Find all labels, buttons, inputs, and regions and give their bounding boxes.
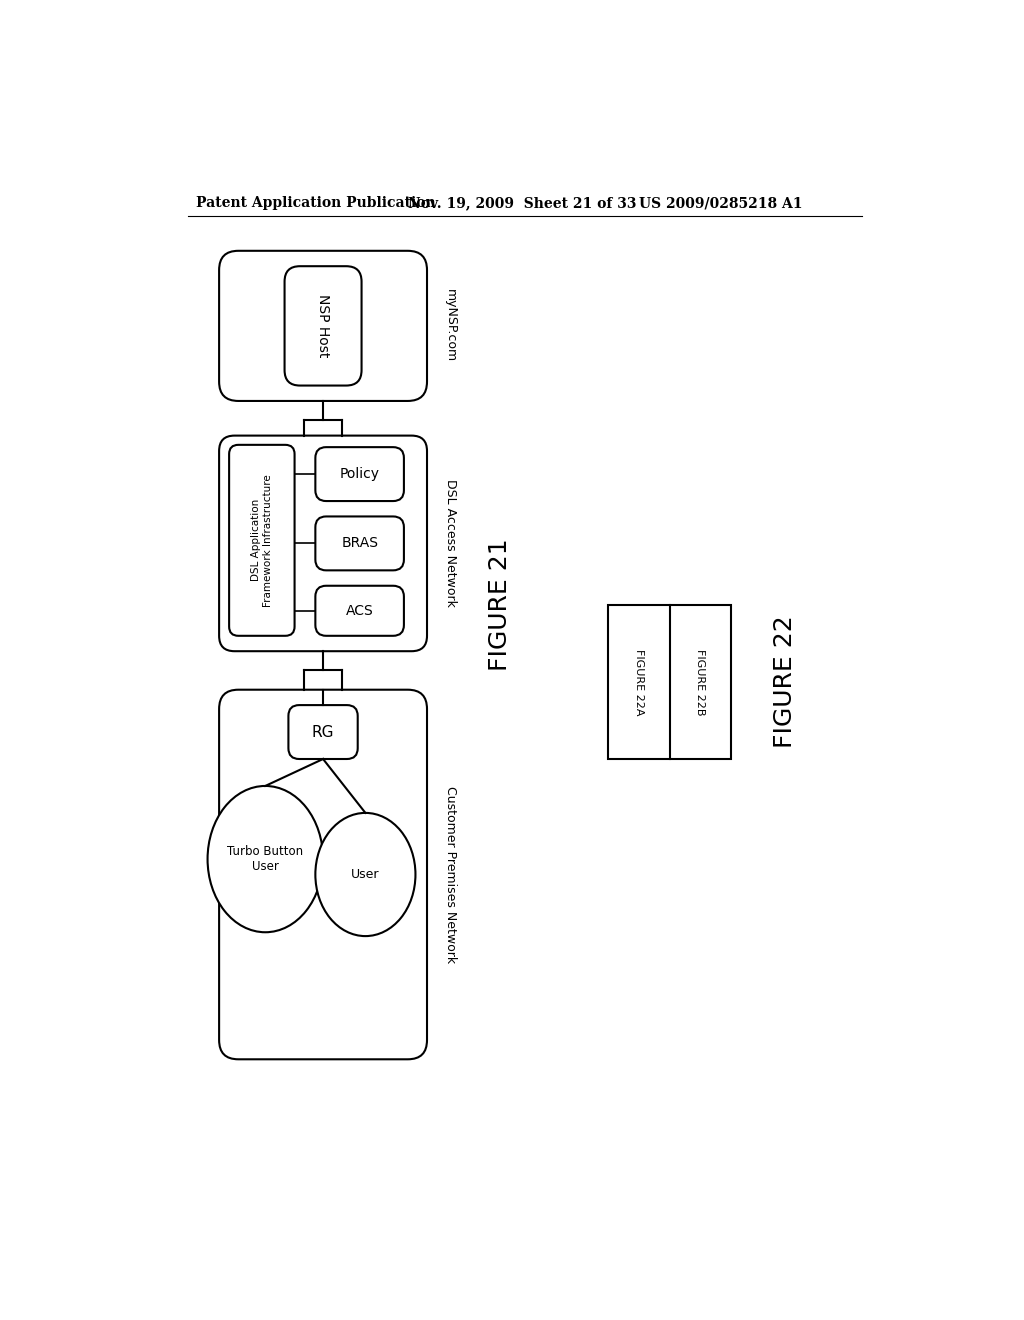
FancyBboxPatch shape [315, 516, 403, 570]
Text: NSP Host: NSP Host [316, 294, 330, 358]
FancyBboxPatch shape [285, 267, 361, 385]
Text: Policy: Policy [340, 467, 380, 480]
Text: FIGURE 22A: FIGURE 22A [634, 648, 644, 715]
Text: FIGURE 22B: FIGURE 22B [695, 648, 706, 715]
FancyBboxPatch shape [219, 436, 427, 651]
Text: BRAS: BRAS [341, 536, 378, 550]
Text: Turbo Button
User: Turbo Button User [227, 845, 303, 873]
Text: myNSP.com: myNSP.com [443, 289, 457, 363]
Bar [608, 605, 731, 759]
FancyBboxPatch shape [289, 705, 357, 759]
Text: ACS: ACS [346, 603, 374, 618]
Text: Customer Premises Network: Customer Premises Network [443, 785, 457, 964]
Text: Patent Application Publication: Patent Application Publication [196, 197, 435, 210]
Text: RG: RG [312, 725, 334, 739]
FancyBboxPatch shape [219, 689, 427, 1059]
Text: FIGURE 22: FIGURE 22 [773, 615, 797, 748]
FancyBboxPatch shape [229, 445, 295, 636]
FancyBboxPatch shape [315, 447, 403, 502]
FancyBboxPatch shape [315, 586, 403, 636]
Ellipse shape [208, 785, 323, 932]
Text: Nov. 19, 2009  Sheet 21 of 33: Nov. 19, 2009 Sheet 21 of 33 [408, 197, 636, 210]
Ellipse shape [315, 813, 416, 936]
Text: DSL Application
Framework Infrastructure: DSL Application Framework Infrastructure [251, 474, 272, 607]
Text: US 2009/0285218 A1: US 2009/0285218 A1 [639, 197, 802, 210]
Text: FIGURE 21: FIGURE 21 [488, 539, 512, 672]
Text: User: User [351, 869, 380, 880]
FancyBboxPatch shape [219, 251, 427, 401]
Text: DSL Access Network: DSL Access Network [443, 479, 457, 607]
